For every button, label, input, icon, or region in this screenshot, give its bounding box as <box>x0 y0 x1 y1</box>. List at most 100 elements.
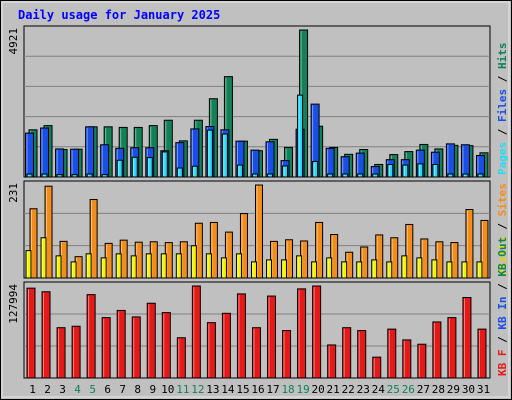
bar-kbf-day-1 <box>26 287 36 379</box>
x-tick-label-day-21: 21 <box>327 383 340 396</box>
bar-pages-day-26 <box>402 164 409 178</box>
bar-visits-day-12 <box>190 245 197 279</box>
bar-sites-day-5 <box>89 198 98 279</box>
legend-entry: / <box>496 69 509 89</box>
x-tick-label-day-13: 13 <box>206 383 219 396</box>
bar-kbf-day-29 <box>447 317 457 379</box>
bar-sites-day-13 <box>209 221 218 279</box>
bar-kbf-day-12 <box>191 285 201 379</box>
bar-kbf-day-7 <box>116 309 126 379</box>
panel-kb: 127994 KB F / KB In / KB Out <box>7 237 509 379</box>
bar-pages-day-3 <box>56 174 63 178</box>
legend-entry: Hits <box>496 43 509 70</box>
chart-title: Daily usage for January 2025 <box>18 8 220 22</box>
bar-kbf-day-15 <box>236 293 246 379</box>
x-tick-label-day-5: 5 <box>89 383 96 396</box>
x-axis-tick-labels: 1 2 3 4 5 6 7 8 9 10 11 12 13 14 15 16 17 18 19 20 21 22 23 24 2… <box>29 383 490 396</box>
x-tick-label-day-12: 12 <box>191 383 204 396</box>
bar-sites-day-16 <box>254 184 263 279</box>
x-tick-label-day-8: 8 <box>134 383 141 396</box>
bar-pages-day-18 <box>282 165 289 178</box>
x-tick-label-day-27: 27 <box>417 383 430 396</box>
bar-kbf-day-25 <box>387 328 397 379</box>
bar-kbf-day-21 <box>327 344 337 379</box>
bar-pages-day-25 <box>387 163 394 178</box>
x-tick-label-day-31: 31 <box>477 383 490 396</box>
bar-visits-day-15 <box>235 253 242 279</box>
bar-visits-day-7 <box>115 253 122 279</box>
x-tick-label-day-22: 22 <box>342 383 355 396</box>
legend-entry: / <box>496 277 509 297</box>
x-tick-label-day-28: 28 <box>432 383 445 396</box>
legend-entry: Pages <box>496 142 509 175</box>
bar-visits-day-31 <box>476 261 483 279</box>
bar-sites-day-29 <box>450 242 459 279</box>
x-tick-label-day-25: 25 <box>387 383 400 396</box>
legend-entry: Files <box>496 89 509 122</box>
bar-sites-day-26 <box>405 223 414 279</box>
legend-entry: Sites <box>496 183 509 216</box>
bar-kbf-day-30 <box>462 296 472 379</box>
bar-visits-day-2 <box>40 237 47 279</box>
bar-sites-day-2 <box>44 185 53 279</box>
bar-pages-day-16 <box>251 173 258 178</box>
legend-entry: KB F <box>496 350 509 377</box>
x-tick-label-day-4: 4 <box>74 383 81 396</box>
bar-sites-day-15 <box>239 213 248 279</box>
bar-sites-day-21 <box>330 234 339 279</box>
bar-sites-day-14 <box>224 231 233 279</box>
panel-visits-ymax-label: 231 <box>7 183 20 203</box>
bar-pages-day-28 <box>432 163 439 178</box>
x-tick-label-day-17: 17 <box>266 383 279 396</box>
bar-kbf-day-4 <box>71 325 81 379</box>
bar-sites-day-25 <box>390 237 399 279</box>
bar-kbf-day-10 <box>161 312 171 379</box>
bar-pages-day-9 <box>146 157 153 178</box>
bar-kbf-day-19 <box>297 288 307 379</box>
bar-kbf-day-23 <box>357 330 367 379</box>
bar-visits-day-24 <box>371 259 378 279</box>
bar-visits-day-11 <box>175 253 182 279</box>
legend-entry: / <box>496 216 509 236</box>
x-tick-label-day-9: 9 <box>149 383 156 396</box>
bar-kbf-day-27 <box>417 343 427 379</box>
bar-pages-day-13 <box>206 129 213 178</box>
bar-pages-day-1 <box>26 173 33 178</box>
bar-kbf-day-26 <box>402 339 412 379</box>
bar-visits-day-13 <box>205 253 212 279</box>
legend-entry: KB In <box>496 297 509 330</box>
bar-visits-day-20 <box>311 261 318 279</box>
bar-pages-day-15 <box>236 164 243 178</box>
bar-pages-day-11 <box>176 167 183 178</box>
x-tick-label-day-29: 29 <box>447 383 460 396</box>
bar-kbf-day-31 <box>477 328 487 379</box>
bar-pages-day-24 <box>372 173 379 178</box>
legend-entry: Visits <box>496 236 509 276</box>
bar-visits-day-6 <box>100 257 107 279</box>
bar-kbf-day-9 <box>146 302 156 379</box>
x-tick-label-day-26: 26 <box>402 383 415 396</box>
bar-visits-day-5 <box>85 253 92 279</box>
bar-visits-day-25 <box>386 261 393 279</box>
bar-kbf-day-6 <box>101 317 111 379</box>
panel-hits-legend: Pages / Files / Hits <box>496 43 509 176</box>
bar-visits-day-23 <box>356 261 363 279</box>
bar-visits-day-29 <box>446 261 453 279</box>
x-tick-label-day-11: 11 <box>176 383 189 396</box>
bar-pages-day-5 <box>86 173 93 178</box>
bar-visits-day-17 <box>266 259 273 279</box>
bar-pages-day-23 <box>357 173 364 178</box>
panel-hits: 4921 Pages / Files / Hits <box>7 25 509 178</box>
bar-kbf-day-22 <box>342 327 352 379</box>
x-tick-label-day-3: 3 <box>59 383 66 396</box>
bar-visits-day-18 <box>281 259 288 279</box>
bar-pages-day-2 <box>41 173 48 178</box>
bar-visits-day-28 <box>431 259 438 279</box>
x-tick-label-day-24: 24 <box>372 383 386 396</box>
bar-kbf-day-18 <box>282 330 292 379</box>
bar-visits-day-4 <box>70 261 77 279</box>
panel-hits-ymax-label: 4921 <box>7 28 20 55</box>
bar-visits-day-8 <box>130 255 137 279</box>
bar-kbf-day-17 <box>267 295 277 379</box>
